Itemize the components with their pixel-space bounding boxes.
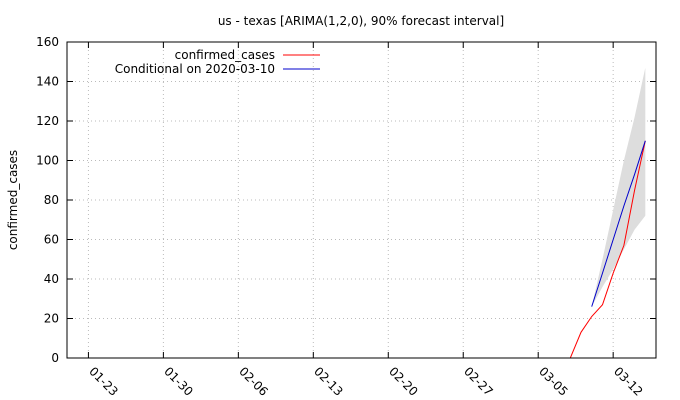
y-tick-label: 120 <box>36 114 59 128</box>
legend-entry-forecast: Conditional on 2020-03-10 <box>115 62 275 76</box>
y-axis-label: confirmed_cases <box>6 150 20 250</box>
x-tick-label: 01-23 <box>86 364 121 399</box>
chart-title: us - texas [ARIMA(1,2,0), 90% forecast i… <box>218 14 504 28</box>
x-tick-label: 03-12 <box>611 364 646 399</box>
y-tick-label: 140 <box>36 75 59 89</box>
legend-entry-confirmed-cases: confirmed_cases <box>175 48 275 62</box>
forecast-interval-band <box>591 67 646 307</box>
x-tick-label: 03-05 <box>536 364 571 399</box>
y-tick-label: 40 <box>44 272 59 286</box>
x-tick-label: 02-13 <box>311 364 346 399</box>
legend: confirmed_cases Conditional on 2020-03-1… <box>115 48 320 76</box>
x-tick-label: 02-20 <box>386 364 421 399</box>
y-tick-label: 80 <box>44 193 59 207</box>
x-tick-label: 02-27 <box>461 364 496 399</box>
grid <box>67 42 656 358</box>
y-tick-label: 20 <box>44 312 59 326</box>
series-line-forecast <box>591 140 646 307</box>
x-tick-label: 01-30 <box>161 364 196 399</box>
y-tick-label: 100 <box>36 154 59 168</box>
axis-ticks: 0 20 40 60 80 100 120 140 160 01-23 01-30 02-06 02-1… <box>36 35 656 399</box>
x-tick-label: 02-06 <box>236 364 271 399</box>
y-tick-label: 0 <box>51 351 59 365</box>
y-tick-label: 60 <box>44 233 59 247</box>
y-tick-label: 160 <box>36 35 59 49</box>
